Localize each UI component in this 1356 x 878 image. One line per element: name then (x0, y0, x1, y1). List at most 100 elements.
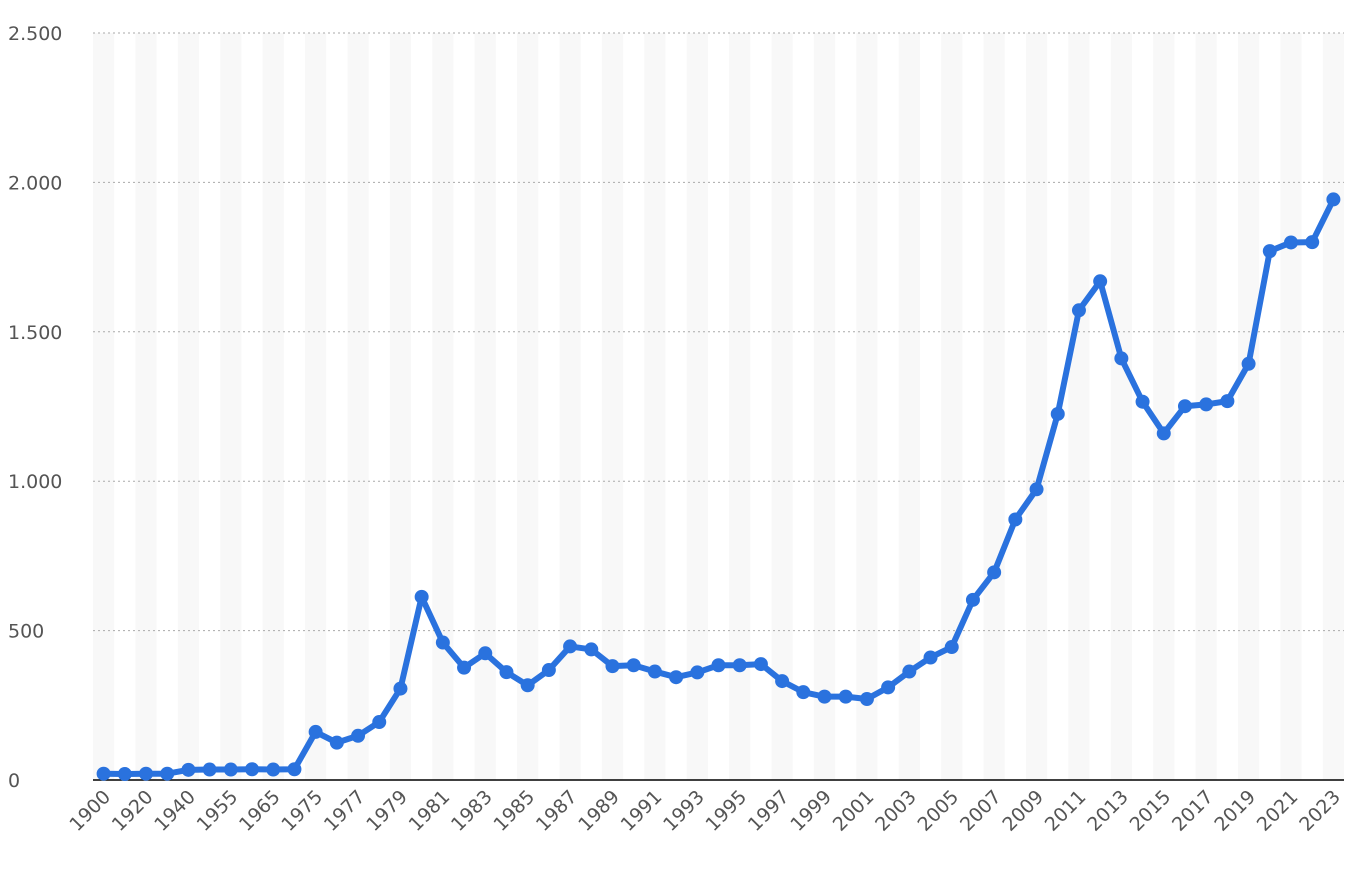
data-point (1283, 235, 1298, 250)
x-tick-label: 1940 (150, 786, 200, 836)
data-point (987, 565, 1002, 580)
x-tick-label: 1965 (235, 786, 285, 836)
background-band (474, 33, 496, 780)
background-band (177, 33, 200, 780)
x-tick-label: 2019 (1210, 786, 1260, 836)
background-band (1153, 33, 1175, 780)
background-band (1110, 33, 1132, 780)
data-point (478, 646, 493, 661)
data-point (266, 762, 281, 777)
x-tick-label: 1920 (108, 786, 158, 836)
x-tick-label: 2009 (998, 786, 1048, 836)
x-tick-label: 1983 (447, 786, 497, 836)
alternating-bands (93, 33, 1344, 780)
x-tick-label: 1993 (659, 786, 709, 836)
background-band (262, 33, 284, 780)
data-point (245, 762, 260, 777)
background-band (93, 33, 115, 780)
x-tick-label: 1997 (744, 786, 794, 836)
data-point (1093, 274, 1108, 289)
x-tick-label: 1979 (362, 786, 412, 836)
data-point (775, 674, 790, 689)
background-band (983, 33, 1005, 780)
data-point (669, 670, 684, 685)
data-point (690, 665, 705, 680)
x-tick-label: 2003 (871, 786, 921, 836)
x-tick-label: 1955 (193, 786, 243, 836)
data-point (1071, 303, 1086, 318)
x-tick-label: 2017 (1168, 786, 1218, 836)
x-tick-label: 1995 (701, 786, 751, 836)
data-point (923, 650, 938, 665)
x-axis-tick-labels: 1900192019401955196519751977197919811983… (65, 786, 1345, 836)
x-tick-label: 2013 (1083, 786, 1133, 836)
data-point (329, 735, 344, 750)
data-point (753, 657, 768, 672)
data-point (732, 658, 747, 673)
background-band (1237, 33, 1260, 780)
x-tick-label: 1981 (405, 786, 455, 836)
x-tick-label: 2001 (829, 786, 879, 836)
background-band (898, 33, 920, 780)
data-point (202, 762, 217, 777)
y-tick-label: 2.000 (8, 172, 62, 194)
data-point (414, 589, 429, 604)
data-point (435, 635, 450, 650)
data-point (351, 728, 366, 743)
background-band (686, 33, 708, 780)
x-tick-label: 1900 (65, 786, 115, 836)
x-tick-label: 2007 (956, 786, 1006, 836)
data-point (223, 762, 238, 777)
y-tick-label: 500 (8, 621, 44, 643)
x-tick-label: 1977 (320, 786, 370, 836)
background-band (813, 33, 836, 780)
data-point (1220, 394, 1235, 409)
data-point (944, 640, 959, 655)
data-point (457, 660, 472, 675)
y-axis-tick-labels: 0 500 1.000 1.500 2.000 2.500 (8, 23, 62, 792)
background-band (517, 33, 539, 780)
data-point (117, 767, 132, 782)
data-point (1156, 426, 1171, 441)
data-point (1114, 351, 1129, 366)
data-point (838, 689, 853, 704)
data-point (1241, 356, 1256, 371)
data-point (541, 663, 556, 678)
background-band (1025, 33, 1048, 780)
data-point (1262, 244, 1277, 259)
data-point (647, 664, 662, 679)
data-point (308, 724, 323, 739)
data-point (626, 658, 641, 673)
data-point (1305, 235, 1320, 250)
x-tick-label: 1985 (489, 786, 539, 836)
data-point (160, 766, 175, 781)
data-point (139, 766, 154, 781)
data-point (520, 678, 535, 693)
background-band (1280, 33, 1302, 780)
data-point (965, 592, 980, 607)
data-point (287, 762, 302, 777)
data-point (1135, 394, 1150, 409)
x-tick-label: 1975 (277, 786, 327, 836)
x-tick-label: 2015 (1126, 786, 1176, 836)
data-point (711, 658, 726, 673)
series-line (100, 196, 1337, 778)
data-point (1050, 406, 1065, 421)
background-band (347, 33, 369, 780)
data-point (584, 642, 599, 657)
x-tick-label: 2023 (1295, 786, 1345, 836)
data-point (796, 685, 811, 700)
background-band (559, 33, 581, 780)
x-tick-label: 2021 (1253, 786, 1303, 836)
background-band (1068, 33, 1090, 780)
data-point (563, 639, 578, 654)
background-band (771, 33, 793, 780)
y-tick-label: 1.000 (8, 471, 62, 493)
background-band (1322, 33, 1344, 780)
background-band (601, 33, 624, 780)
y-tick-label: 2.500 (8, 23, 62, 45)
background-band (941, 33, 963, 780)
background-band (856, 33, 878, 780)
background-band (220, 33, 242, 780)
